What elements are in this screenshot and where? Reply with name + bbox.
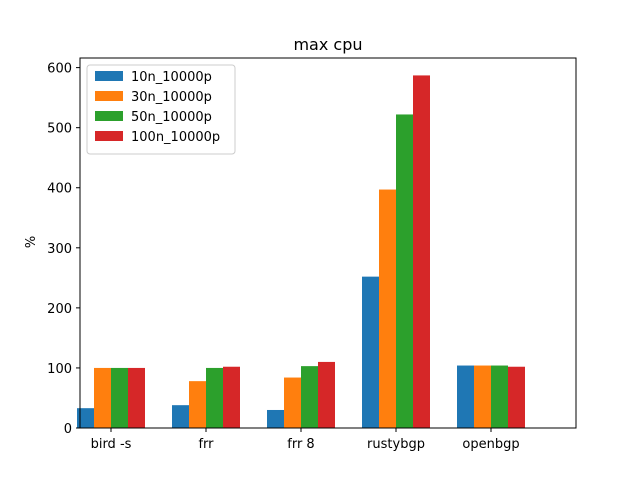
legend-label-10n_10000p: 10n_10000p — [131, 70, 212, 85]
legend-swatch-30n_10000p — [95, 91, 123, 101]
bar-100n_10000p-rustybgp — [413, 75, 430, 429]
bar-100n_10000p-openbgp — [508, 366, 525, 428]
bar-100n_10000p-frr — [223, 366, 240, 428]
plot-frame — [79, 57, 577, 429]
legend-swatch-100n_10000p — [95, 131, 123, 141]
legend: 10n_10000p 30n_10000p 50n_10000p 100n_10000… — [86, 64, 236, 155]
bar-50n_10000p-frr — [206, 367, 223, 428]
x-tick-label: frr 8 — [287, 437, 314, 452]
bar-30n_10000p-frr-8 — [284, 377, 301, 428]
bar-30n_10000p-rustybgp — [379, 189, 396, 428]
legend-label-50n_10000p: 50n_10000p — [131, 110, 212, 125]
legend-label-30n_10000p: 30n_10000p — [131, 90, 212, 105]
y-axis-label: % — [24, 236, 39, 248]
x-tick-label: rustybgp — [367, 437, 425, 452]
bar-50n_10000p-rustybgp — [396, 114, 413, 429]
y-tick-label: 0 — [64, 422, 72, 437]
bar-10n_10000p-frr-8 — [267, 409, 284, 428]
legend-swatch-10n_10000p — [95, 71, 123, 81]
bar-30n_10000p-frr — [189, 381, 206, 428]
chart-title: max cpu — [293, 35, 362, 54]
bar-10n_10000p-rustybgp — [362, 276, 379, 428]
x-tick-label: frr — [198, 437, 214, 452]
bar-30n_10000p-bird--s — [94, 367, 111, 428]
bar-30n_10000p-openbgp — [474, 365, 491, 428]
y-tick-label: 500 — [47, 122, 72, 137]
y-tick-label: 400 — [47, 182, 72, 197]
axes-group: 0 100 200 300 400 500 600 bird -s frr frr 8 rustyb… — [47, 57, 577, 452]
bar-50n_10000p-openbgp — [491, 365, 508, 428]
bar-50n_10000p-bird--s — [111, 367, 128, 428]
y-tick-label: 100 — [47, 362, 72, 377]
y-tick-label: 600 — [47, 62, 72, 77]
bar-50n_10000p-frr-8 — [301, 366, 318, 428]
bar-10n_10000p-openbgp — [457, 365, 474, 428]
bar-10n_10000p-bird--s — [77, 408, 94, 428]
legend-swatch-50n_10000p — [95, 111, 123, 121]
bars-group — [77, 75, 525, 429]
legend-label-100n_10000p: 100n_10000p — [131, 130, 220, 145]
bar-10n_10000p-frr — [172, 405, 189, 428]
y-tick-label: 200 — [47, 302, 72, 317]
bar-100n_10000p-bird--s — [128, 367, 145, 428]
x-tick-label: openbgp — [462, 437, 519, 452]
legend-box — [86, 64, 236, 155]
y-tick-label: 300 — [47, 242, 72, 257]
x-tick-label: bird -s — [91, 437, 132, 452]
bar-100n_10000p-frr-8 — [318, 361, 335, 428]
